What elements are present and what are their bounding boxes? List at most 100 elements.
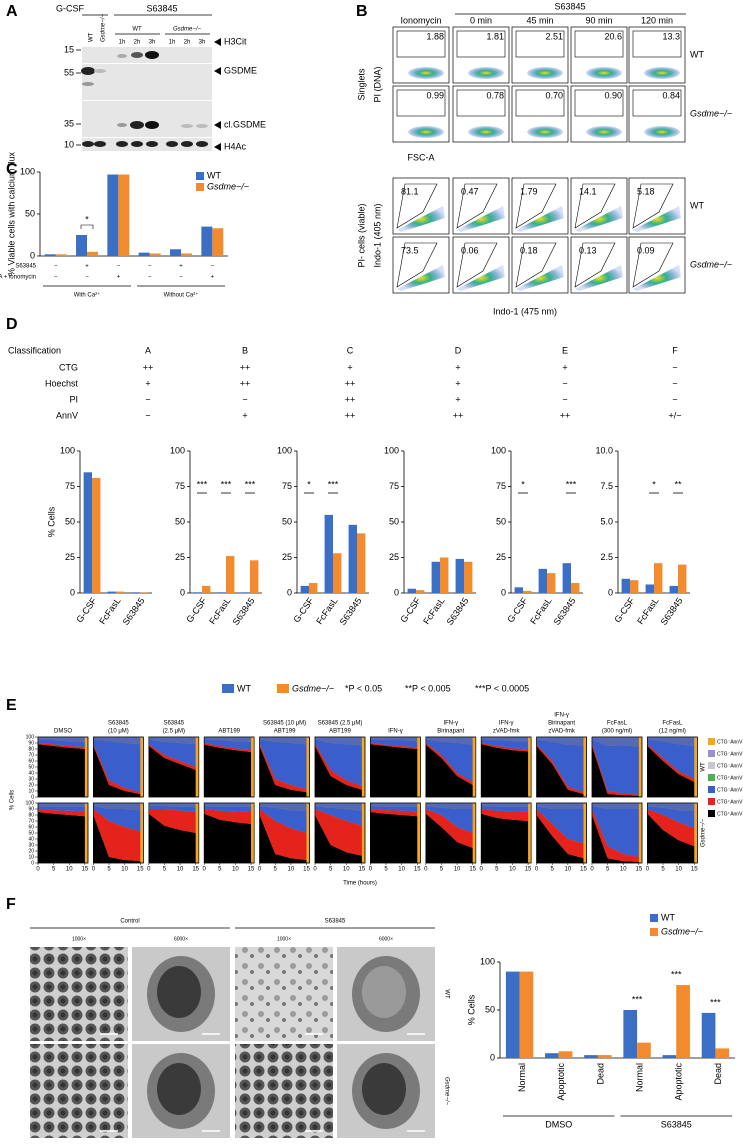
area — [370, 739, 418, 748]
nucleus — [157, 966, 201, 1018]
y-tick-label: 50 — [65, 516, 75, 526]
bar — [118, 174, 130, 256]
y-tick-label: 100 — [170, 445, 185, 455]
bar — [92, 477, 101, 593]
area — [425, 813, 473, 863]
x-tick-label: 15 — [303, 867, 310, 873]
y-tick-label: 0 — [287, 587, 292, 597]
y-tick-label: 0 — [394, 587, 399, 597]
y-tick-label: 20 — [28, 782, 34, 788]
bar — [241, 592, 250, 593]
area — [481, 806, 529, 812]
gate — [515, 242, 557, 288]
area — [38, 743, 85, 749]
bar — [519, 971, 534, 1058]
row-label: S63845 — [15, 264, 36, 270]
area — [148, 744, 196, 770]
bar — [630, 580, 639, 593]
remainder — [536, 737, 584, 746]
y-tick-label: 0 — [501, 587, 506, 597]
nucleus — [362, 966, 406, 1018]
area — [148, 739, 196, 767]
area — [315, 806, 362, 826]
area — [315, 743, 362, 790]
table-header: F — [672, 345, 678, 355]
table-cell: − — [145, 410, 150, 420]
micrograph — [30, 1044, 128, 1138]
x-tick-label: 15 — [636, 867, 643, 873]
band — [117, 54, 127, 58]
plot-frame — [314, 802, 366, 864]
y-tick-label: 30 — [28, 776, 34, 782]
significance: *** — [328, 479, 339, 489]
table-header: B — [242, 345, 248, 355]
x-tick-label: 10 — [620, 867, 627, 873]
remainder — [259, 803, 307, 811]
y-tick-label: 25 — [389, 552, 399, 562]
table-cell: ++ — [560, 410, 571, 420]
plot-frame — [93, 802, 144, 864]
x-tick-label: Apoptotic — [674, 1063, 684, 1101]
arrowhead — [214, 38, 221, 46]
plot-frame — [370, 802, 421, 864]
bar — [637, 1042, 651, 1058]
area — [647, 813, 695, 863]
row-label: WT — [690, 200, 704, 210]
remainder — [536, 803, 584, 809]
gate — [396, 183, 438, 229]
x-tick-label: G-CSF — [74, 595, 99, 624]
bar — [715, 1048, 730, 1058]
area — [370, 743, 418, 749]
table-cell: − — [672, 378, 677, 388]
x-tick-label: Normal — [517, 1063, 527, 1092]
y-tick-label: 70 — [28, 752, 34, 758]
density — [586, 126, 622, 138]
area — [370, 744, 418, 797]
condition-label: FcFasL — [662, 721, 683, 727]
gate-value: 0.84 — [662, 90, 680, 100]
x-tick-label: G-CSF — [505, 595, 530, 624]
x-tick-label: 15 — [192, 867, 199, 873]
x-tick-label: 5 — [495, 867, 499, 873]
column-label: 0 min — [470, 15, 492, 25]
panel-label: F — [6, 896, 16, 913]
gate-value: 0.06 — [461, 245, 479, 255]
row-label: Gsdme−/− — [690, 108, 732, 118]
y-label: PI (DNA) — [372, 66, 382, 102]
area — [38, 809, 85, 817]
table-cell: + — [455, 378, 460, 388]
area — [592, 809, 639, 862]
gate-value: 0.09 — [637, 245, 655, 255]
plot-frame — [370, 736, 421, 798]
legend-label: CTG⁻AnnV⁺PI⁻ — [717, 763, 743, 769]
area — [93, 809, 141, 862]
area — [481, 739, 529, 750]
y-tick-label: 40 — [28, 836, 34, 842]
table-cell: ++ — [143, 362, 154, 372]
x-tick-label: 0 — [535, 867, 539, 873]
area — [204, 809, 252, 824]
significance: *** — [710, 997, 721, 1007]
arrowhead — [214, 67, 221, 75]
bar — [193, 592, 202, 593]
density — [408, 67, 444, 79]
x-tick-label: 0 — [203, 867, 207, 873]
bar — [44, 254, 56, 256]
x-tick-label: 10 — [565, 867, 572, 873]
density — [397, 265, 445, 291]
remainder — [259, 737, 307, 745]
bar — [701, 1012, 716, 1058]
area — [259, 743, 307, 793]
y-label: Indo-1 (405 nm) — [372, 203, 382, 267]
area — [259, 746, 307, 797]
legend-label: Gsdme−/− — [292, 683, 334, 693]
density — [633, 265, 681, 291]
bar — [181, 253, 192, 256]
area — [315, 815, 362, 863]
condition-label: IFN-γ — [554, 713, 569, 719]
bar — [76, 235, 87, 256]
y-tick-label: 2.5 — [600, 552, 613, 562]
gate-value: 0.47 — [461, 186, 479, 196]
bar — [538, 568, 547, 593]
area — [481, 813, 529, 863]
